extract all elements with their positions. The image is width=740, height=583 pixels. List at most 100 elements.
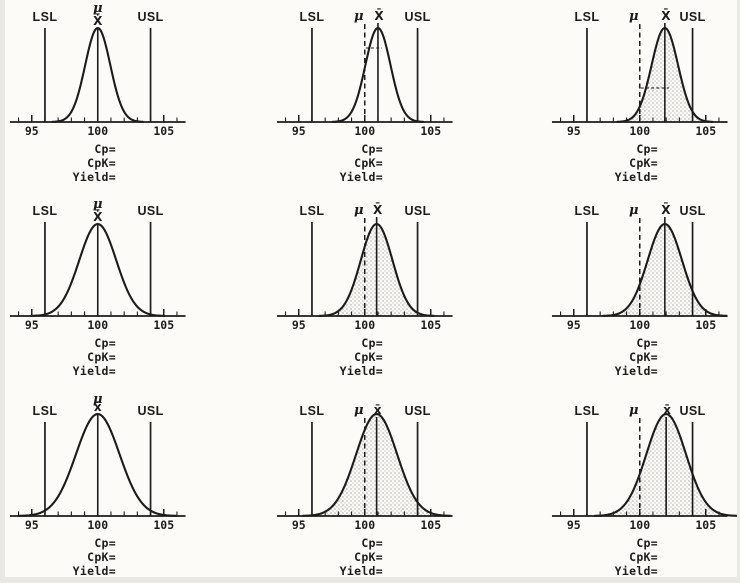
x-tick-label: 105: [420, 518, 441, 532]
mu-label: μ: [629, 403, 639, 418]
lsl-label: LSL: [33, 10, 58, 24]
capability-panel-r3c3: 95 100 105 LSL USL μ x̄ Cp= CpK= Yield=: [492, 376, 740, 583]
usl-label: USL: [137, 10, 163, 24]
cpk-label: CpK=: [354, 549, 383, 564]
x-tick-label: 100: [87, 318, 108, 332]
lsl-label: LSL: [300, 204, 325, 218]
yield-label: Yield=: [339, 363, 383, 378]
cpk-label: CpK=: [629, 549, 658, 564]
capability-panel-r1c3: 95 100 105 LSL USL μ X̄ Cp= CpK= Yield=: [492, 0, 740, 186]
distribution-plot-r2c1: 95 100 105 LSL USL μX̄: [9, 197, 186, 332]
distribution-plot-r3c2: 95 100 105 LSL USL μ x̄: [276, 403, 453, 532]
capability-panel-r2c2: 95 100 105 LSL USL μ X̄ Cp= CpK= Yield=: [246, 186, 492, 378]
cpk-label: CpK=: [87, 549, 116, 564]
cp-label: Cp=: [636, 336, 658, 350]
lsl-label: LSL: [300, 10, 325, 24]
stats-block-r3c2: Cp= CpK= Yield=: [271, 536, 383, 578]
cp-label: Cp=: [636, 142, 658, 156]
stats-block-r3c3: Cp= CpK= Yield=: [546, 536, 658, 578]
x-tick-label: 105: [695, 518, 716, 532]
usl-label: USL: [404, 10, 430, 24]
cpk-label: CpK=: [87, 349, 116, 364]
x-tick-label: 95: [292, 124, 306, 138]
x-tick-label: 95: [292, 318, 306, 332]
x-tick-label: 100: [354, 124, 375, 138]
capability-panel-r3c2: 95 100 105 LSL USL μ x̄ Cp= CpK= Yield=: [246, 376, 492, 583]
x-tick-label: 95: [567, 318, 581, 332]
mu-label: μ: [93, 2, 103, 16]
x-tick-label: 95: [25, 518, 39, 532]
x-tick-label: 95: [25, 318, 39, 332]
mu-label: μ: [629, 203, 639, 218]
cp-label: Cp=: [94, 142, 116, 156]
usl-label: USL: [679, 10, 705, 24]
yield-label: Yield=: [614, 169, 658, 184]
x-tick-label: 105: [695, 318, 716, 332]
x-tick-label: 105: [153, 518, 174, 532]
usl-label: USL: [404, 404, 430, 418]
usl-label: USL: [404, 204, 430, 218]
mu-label: μ: [354, 9, 364, 24]
xbar-label: X̄: [373, 202, 383, 217]
yield-label: Yield=: [339, 169, 383, 184]
x-tick-label: 95: [567, 124, 581, 138]
cp-label: Cp=: [361, 536, 383, 550]
yield-label: Yield=: [614, 563, 658, 578]
xbar-label: X̄: [93, 209, 103, 224]
yield-label: Yield=: [72, 563, 116, 578]
cp-label: Cp=: [361, 142, 383, 156]
x-tick-label: 100: [354, 518, 375, 532]
distribution-plot-r2c2: 95 100 105 LSL USL μ X̄: [276, 202, 453, 332]
x-tick-label: 100: [629, 318, 650, 332]
mu-label: μ: [354, 403, 364, 418]
x-tick-label: 100: [354, 318, 375, 332]
yield-label: Yield=: [72, 169, 116, 184]
stats-block-r1c1: Cp= CpK= Yield=: [4, 142, 116, 184]
capability-panel-r2c1: 95 100 105 LSL USL μ X̄ Cp= CpK= Yield=: [0, 186, 246, 378]
x-tick-label: 105: [695, 124, 716, 138]
mu-label: μ: [93, 197, 103, 212]
cpk-label: CpK=: [87, 155, 116, 170]
cp-label: Cp=: [361, 336, 383, 350]
distribution-plot-r1c2: 95 100 105 LSL USL μ X̄: [276, 8, 453, 138]
lsl-label: LSL: [33, 404, 58, 418]
cpk-label: CpK=: [354, 349, 383, 364]
x-tick-label: 100: [629, 518, 650, 532]
yield-label: Yield=: [339, 563, 383, 578]
stats-block-r2c3: Cp= CpK= Yield=: [546, 336, 658, 378]
xbar-label: X̄: [661, 8, 671, 23]
x-tick-label: 95: [567, 518, 581, 532]
distribution-plot-r1c3: 95 100 105 LSL USL μ X̄: [551, 8, 728, 138]
xbar-label: x̄: [94, 400, 102, 414]
xbar-label: x̄: [374, 403, 382, 417]
lsl-label: LSL: [300, 404, 325, 418]
x-tick-label: 100: [629, 124, 650, 138]
usl-label: USL: [679, 404, 705, 418]
capability-panel-r1c1: 95 100 105 LSL USL μ X̄ Cp= CpK= Yield=: [0, 0, 246, 186]
lsl-label: LSL: [575, 10, 600, 24]
lsl-label: LSL: [575, 204, 600, 218]
distribution-plot-r1c1: 95 100 105 LSL USL μX̄: [9, 2, 186, 138]
cp-label: Cp=: [94, 336, 116, 350]
cpk-label: CpK=: [629, 155, 658, 170]
capability-panel-r1c2: 95 100 105 LSL USL μ X̄ Cp= CpK= Yield=: [246, 0, 492, 186]
yield-label: Yield=: [614, 363, 658, 378]
distribution-plot-r2c3: 95 100 105 LSL USL μ X̄: [551, 202, 728, 332]
x-tick-label: 105: [420, 318, 441, 332]
usl-label: USL: [137, 404, 163, 418]
x-tick-label: 105: [153, 124, 174, 138]
stats-block-r2c1: Cp= CpK= Yield=: [4, 336, 116, 378]
usl-label: USL: [137, 204, 163, 218]
lsl-label: LSL: [575, 404, 600, 418]
stats-block-r2c2: Cp= CpK= Yield=: [271, 336, 383, 378]
cp-label: Cp=: [94, 536, 116, 550]
stats-block-r1c2: Cp= CpK= Yield=: [271, 142, 383, 184]
distribution-plot-r3c3: 95 100 105 LSL USL μ x̄: [551, 403, 738, 532]
mu-label: μ: [354, 203, 364, 218]
xbar-label: X̄: [661, 202, 671, 217]
mu-label: μ: [629, 9, 639, 24]
xbar-label: X̄: [374, 8, 384, 23]
distribution-plot-r3c1: 95 100 105 LSL USL μx̄: [9, 396, 186, 532]
yield-label: Yield=: [72, 363, 116, 378]
